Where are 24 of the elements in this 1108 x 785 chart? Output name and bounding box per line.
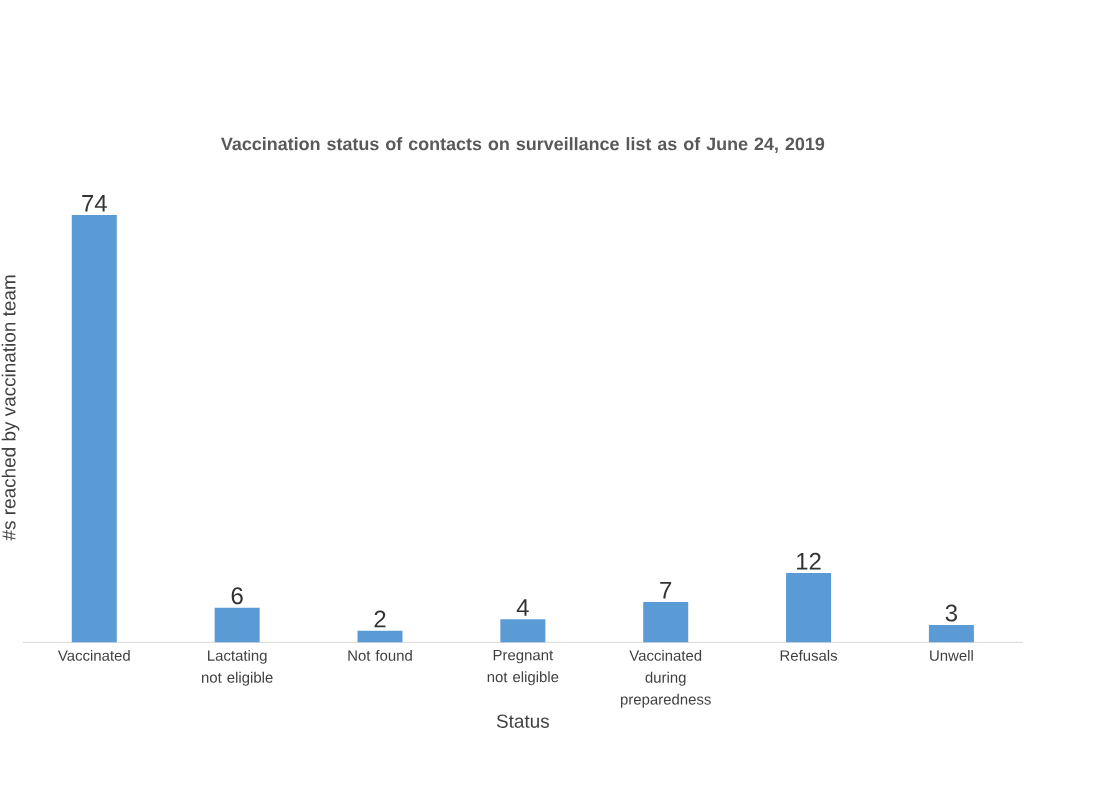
bar bbox=[214, 607, 260, 643]
data-label: 3 bbox=[945, 604, 957, 622]
x-tick-label: Unwell bbox=[930, 649, 973, 661]
bar bbox=[500, 619, 546, 643]
data-label: 2 bbox=[374, 610, 386, 628]
bar bbox=[357, 630, 403, 643]
x-tick-label: Refusals bbox=[780, 649, 838, 661]
bar bbox=[928, 625, 974, 643]
x-tick-label: Not found bbox=[348, 649, 412, 661]
x-tick-label: Vaccinated bbox=[57, 649, 130, 661]
data-label: 6 bbox=[231, 587, 243, 605]
x-tick-label: Lactating not eligible bbox=[201, 649, 273, 686]
bar bbox=[786, 573, 832, 643]
x-tick-label: Pregnant not eligible bbox=[487, 649, 559, 686]
bar bbox=[71, 215, 117, 643]
data-label: 7 bbox=[660, 581, 672, 599]
data-label: 74 bbox=[82, 195, 107, 212]
bar bbox=[643, 601, 689, 643]
y-axis-title: #s reached by vaccination team bbox=[1, 275, 20, 541]
data-label: 12 bbox=[797, 552, 821, 570]
data-label: 4 bbox=[516, 599, 529, 616]
chart-title: Vaccination status of contacts on surveillance list as of June 24, 2019 bbox=[221, 137, 825, 153]
x-axis-title: Status bbox=[496, 714, 549, 728]
x-tick-label: Vaccinated during preparedness bbox=[620, 649, 711, 708]
